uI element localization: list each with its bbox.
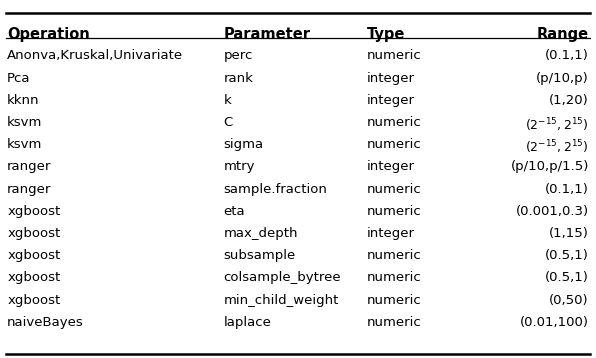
- Text: integer: integer: [367, 227, 415, 240]
- Text: (0.1,1): (0.1,1): [545, 183, 589, 195]
- Text: ksvm: ksvm: [7, 138, 42, 151]
- Text: eta: eta: [224, 205, 245, 218]
- Text: Type: Type: [367, 27, 405, 42]
- Text: numeric: numeric: [367, 316, 421, 329]
- Text: (0.01,100): (0.01,100): [520, 316, 589, 329]
- Text: (1,15): (1,15): [549, 227, 589, 240]
- Text: integer: integer: [367, 160, 415, 173]
- Text: Parameter: Parameter: [224, 27, 311, 42]
- Text: ranger: ranger: [7, 160, 51, 173]
- Text: (0.1,1): (0.1,1): [545, 49, 589, 62]
- Text: Anonva,Kruskal,Univariate: Anonva,Kruskal,Univariate: [7, 49, 184, 62]
- Text: $(2^{-15},2^{15})$: $(2^{-15},2^{15})$: [525, 138, 589, 156]
- Text: sample.fraction: sample.fraction: [224, 183, 327, 195]
- Text: kknn: kknn: [7, 94, 40, 107]
- Text: xgboost: xgboost: [7, 227, 60, 240]
- Text: integer: integer: [367, 72, 415, 84]
- Text: numeric: numeric: [367, 249, 421, 262]
- Text: ranger: ranger: [7, 183, 51, 195]
- Text: mtry: mtry: [224, 160, 255, 173]
- Text: min_child_weight: min_child_weight: [224, 294, 339, 306]
- Text: numeric: numeric: [367, 205, 421, 218]
- Text: (p/10,p): (p/10,p): [536, 72, 589, 84]
- Text: numeric: numeric: [367, 294, 421, 306]
- Text: xgboost: xgboost: [7, 249, 60, 262]
- Text: Pca: Pca: [7, 72, 30, 84]
- Text: (0,50): (0,50): [550, 294, 589, 306]
- Text: perc: perc: [224, 49, 253, 62]
- Text: laplace: laplace: [224, 316, 271, 329]
- Text: max_depth: max_depth: [224, 227, 298, 240]
- Text: Operation: Operation: [7, 27, 90, 42]
- Text: numeric: numeric: [367, 138, 421, 151]
- Text: (0.5,1): (0.5,1): [545, 249, 589, 262]
- Text: numeric: numeric: [367, 116, 421, 129]
- Text: naiveBayes: naiveBayes: [7, 316, 84, 329]
- Text: numeric: numeric: [367, 271, 421, 284]
- Text: numeric: numeric: [367, 183, 421, 195]
- Text: C: C: [224, 116, 233, 129]
- Text: ksvm: ksvm: [7, 116, 42, 129]
- Text: (1,20): (1,20): [549, 94, 589, 107]
- Text: k: k: [224, 94, 231, 107]
- Text: rank: rank: [224, 72, 253, 84]
- Text: (p/10,p/1.5): (p/10,p/1.5): [510, 160, 589, 173]
- Text: Range: Range: [537, 27, 589, 42]
- Text: xgboost: xgboost: [7, 271, 60, 284]
- Text: colsample_bytree: colsample_bytree: [224, 271, 341, 284]
- Text: subsample: subsample: [224, 249, 296, 262]
- Text: (0.5,1): (0.5,1): [545, 271, 589, 284]
- Text: xgboost: xgboost: [7, 294, 60, 306]
- Text: numeric: numeric: [367, 49, 421, 62]
- Text: (0.001,0.3): (0.001,0.3): [516, 205, 589, 218]
- Text: integer: integer: [367, 94, 415, 107]
- Text: $(2^{-15},2^{15})$: $(2^{-15},2^{15})$: [525, 116, 589, 134]
- Text: sigma: sigma: [224, 138, 263, 151]
- Text: xgboost: xgboost: [7, 205, 60, 218]
